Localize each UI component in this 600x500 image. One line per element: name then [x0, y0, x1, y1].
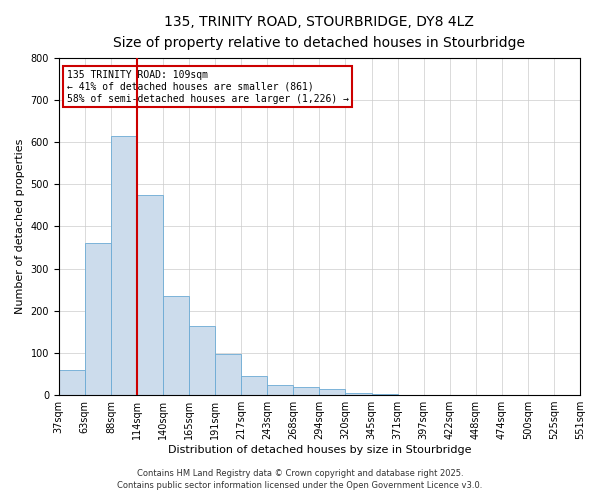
Text: Contains HM Land Registry data © Crown copyright and database right 2025.
Contai: Contains HM Land Registry data © Crown c… [118, 468, 482, 490]
Y-axis label: Number of detached properties: Number of detached properties [15, 138, 25, 314]
Text: 135 TRINITY ROAD: 109sqm
← 41% of detached houses are smaller (861)
58% of semi-: 135 TRINITY ROAD: 109sqm ← 41% of detach… [67, 70, 349, 104]
Bar [85, 244, 111, 395]
Bar [371, 394, 398, 395]
Bar [163, 296, 189, 395]
Bar [293, 386, 319, 395]
Bar [241, 376, 267, 395]
Bar [189, 326, 215, 395]
Bar [111, 136, 137, 395]
Bar [267, 384, 293, 395]
Bar [137, 195, 163, 395]
Bar [215, 354, 241, 395]
Title: 135, TRINITY ROAD, STOURBRIDGE, DY8 4LZ
Size of property relative to detached ho: 135, TRINITY ROAD, STOURBRIDGE, DY8 4LZ … [113, 15, 526, 50]
Bar [59, 370, 85, 395]
Bar [346, 393, 371, 395]
X-axis label: Distribution of detached houses by size in Stourbridge: Distribution of detached houses by size … [167, 445, 471, 455]
Bar [319, 389, 346, 395]
